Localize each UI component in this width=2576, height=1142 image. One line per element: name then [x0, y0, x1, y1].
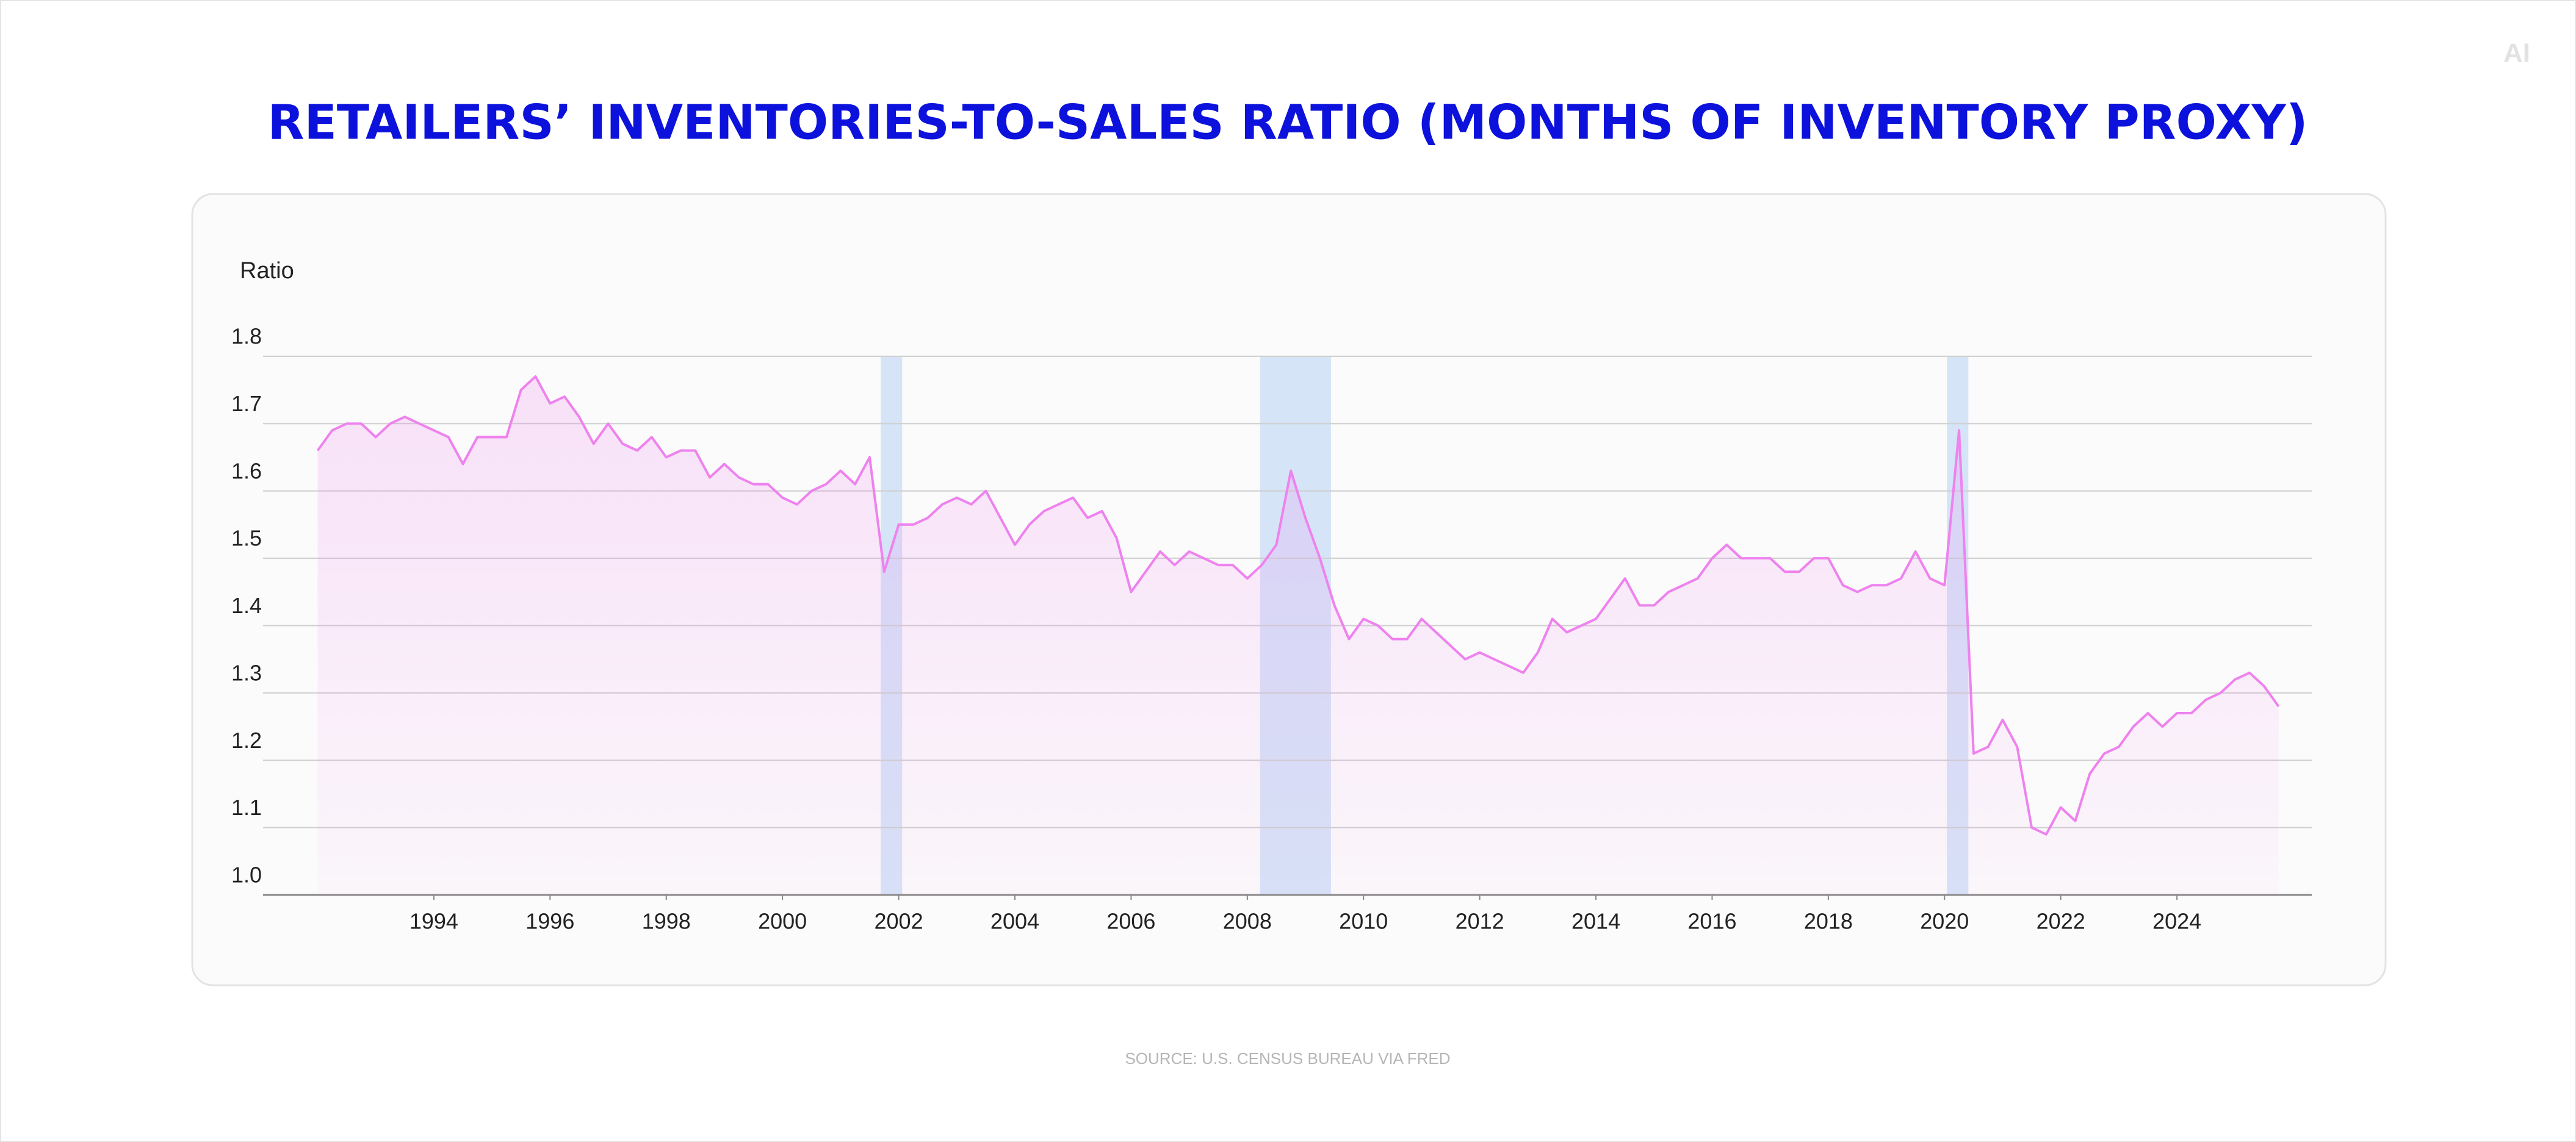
- x-tick-label: 2012: [1456, 909, 1504, 934]
- x-tick-label: 2004: [990, 909, 1039, 934]
- x-tick-label: 2024: [2152, 909, 2201, 934]
- x-tick-label: 2014: [1571, 909, 1620, 934]
- y-tick-label: 1.5: [231, 526, 262, 551]
- x-tick-label: 2010: [1339, 909, 1388, 934]
- y-tick-label: 1.2: [231, 728, 262, 753]
- logo: AI: [2503, 38, 2530, 68]
- plot-area: 1.0 1.1 1.2 1.3 1.4 1.5 1.6 1.7 1.8 1994 1996 1998 2…: [231, 324, 2312, 934]
- y-tick-label: 1.3: [231, 660, 262, 685]
- x-tick-label: 2008: [1223, 909, 1272, 934]
- y-tick-label: 1.0: [231, 863, 262, 888]
- x-tick-label: 2020: [1920, 909, 1969, 934]
- x-tick-label: 2002: [875, 909, 923, 934]
- x-tick-label: 2016: [1687, 909, 1736, 934]
- y-tick-label: 1.6: [231, 458, 262, 483]
- y-tick-label: 1.4: [231, 593, 262, 618]
- y-tick-label: 1.7: [231, 391, 262, 416]
- x-tick-label: 2000: [758, 909, 807, 934]
- x-tick-label: 1998: [642, 909, 691, 934]
- x-tick-label: 1996: [525, 909, 574, 934]
- x-tick-label: 2022: [2037, 909, 2085, 934]
- x-tick-label: 2006: [1106, 909, 1155, 934]
- y-tick-label: 1.8: [231, 324, 262, 349]
- x-tick-label: 2018: [1804, 909, 1853, 934]
- y-tick-label: 1.1: [231, 795, 262, 820]
- source-note: SOURCE: U.S. CENSUS BUREAU VIA FRED: [1125, 1049, 1450, 1068]
- x-tick-label: 1994: [409, 909, 458, 934]
- y-axis-label: Ratio: [240, 258, 294, 284]
- series-line: [316, 375, 2280, 836]
- series-area: [317, 376, 2279, 895]
- chart-title: RETAILERS’ INVENTORIES-TO-SALES RATIO (M…: [268, 95, 2308, 150]
